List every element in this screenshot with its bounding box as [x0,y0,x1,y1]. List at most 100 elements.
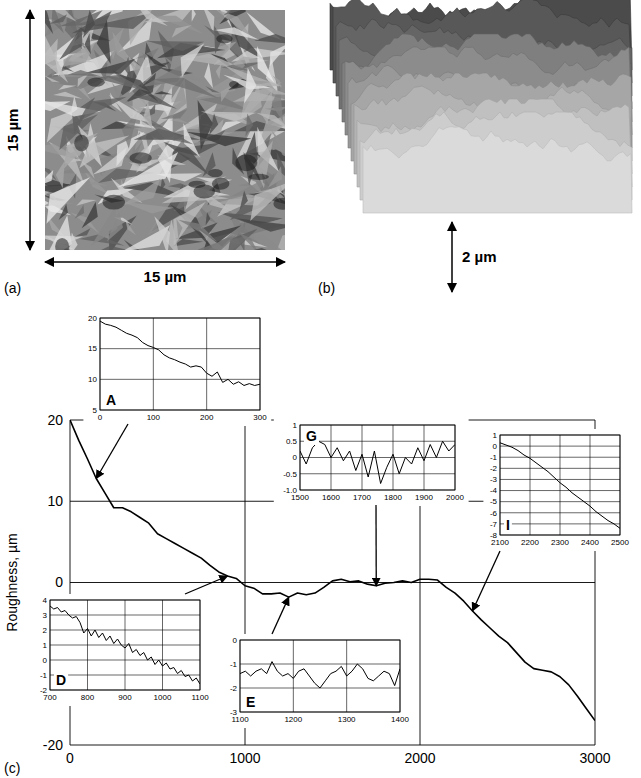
y-tick-label: 0 [233,636,238,645]
panel-label: (a) [4,280,21,296]
data-line [240,662,400,688]
inset-chart: 70080090010001100-2-101234D [33,594,213,706]
y-tick-label: 3 [43,611,48,620]
afm-facet [91,206,117,246]
afm-pit [248,174,269,180]
plot-area [50,606,200,684]
y-tick-label: -20 [43,737,63,753]
panel-label: (c) [4,760,20,776]
inset-title: A [106,392,116,408]
inset-frame [50,600,200,690]
grid-line [50,630,200,631]
x-tick-label: 2200 [521,538,539,547]
afm-facet [161,109,187,119]
afm-facet [82,202,98,228]
afm-facet [176,219,182,238]
grid-line [500,490,620,491]
scale-label: 2 µm [462,248,497,265]
x-tick-label: 800 [81,693,95,702]
x-tick-label: 0 [98,413,103,422]
grid-line [153,318,154,410]
x-tick-label: 100 [147,413,161,422]
y-tick-label: -3 [490,475,498,484]
grid-line [500,457,620,458]
afm-facet [84,170,110,195]
grid-line [500,479,620,480]
grid-line [240,664,400,665]
afm-3d [330,0,632,213]
afm-facet [45,170,53,187]
x-tick-label: 1100 [191,693,209,702]
x-tick-label: 1700 [353,493,371,502]
afm-facet [268,166,282,188]
grid-line [500,501,620,502]
afm-facet [154,91,172,94]
x-tick-label: 900 [118,693,132,702]
afm-facet [154,216,170,250]
afm-facet [205,86,219,93]
figure: 15 µm15 µm(a)2 µm(b)0100020003000-200102… [0,0,641,778]
y-tick-label: -8 [490,531,498,540]
inset-frame [240,640,400,712]
afm-facet [240,191,248,211]
x-tick-label: 2400 [581,538,599,547]
data-line [500,443,620,529]
afm-pit [103,195,126,210]
y-tick-label: 10 [47,493,63,509]
inset-background [483,429,633,551]
y-tick-label: 1 [293,421,298,430]
afm-facet [198,100,213,150]
afm-facet [205,212,210,226]
afm-facet [78,97,126,122]
afm-facet [250,181,285,221]
afm-facet [254,34,285,45]
grid-line [70,745,595,746]
grid-line [530,435,531,535]
grid-line [590,435,591,535]
afm-facet [245,113,253,136]
x-tick-label: 2300 [551,538,569,547]
afm-image [45,10,285,250]
y-tick-label: 0 [293,453,298,462]
x-tick-label: 3000 [579,750,610,766]
inset-background [274,419,469,506]
y-tick-label: 10 [88,375,97,384]
grid-line [500,523,620,524]
grid-line [70,582,595,583]
afm-pit [216,34,232,43]
afm-facet [124,56,131,78]
afm-pit [235,154,257,171]
y-tick-label: 0.5 [286,437,298,446]
x-tick-label: 1800 [384,493,402,502]
scale-arrow [29,10,31,250]
y-tick-label: -2 [40,686,48,695]
label-patch [304,427,319,445]
inset-frame [500,435,620,535]
x-tick-label: 1000 [229,750,260,766]
y-tick-label: 4 [43,596,48,605]
grid-line [50,675,200,676]
afm-facet [223,10,244,16]
afm-facet [132,10,168,26]
afm-facet [237,218,285,232]
x-tick-label: 300 [253,413,267,422]
inset-title: I [506,517,510,533]
y-tick-label: -1 [490,453,498,462]
x-tick-label: 0 [66,750,74,766]
afm-facet [204,62,213,88]
afm-facet [121,178,160,205]
afm-facet [45,75,60,82]
label-patch [504,516,512,534]
afm-facet [45,76,107,89]
afm-facet [118,152,178,187]
grid-line [50,645,200,646]
grid-line [500,468,620,469]
inset-frame [300,425,455,490]
afm-facet [49,14,67,24]
grid-line [293,640,294,712]
x-tick-label: 200 [200,413,214,422]
afm-pit [87,78,104,87]
afm-facet [135,48,159,59]
afm-facet [160,177,165,191]
label-patch [54,671,68,689]
